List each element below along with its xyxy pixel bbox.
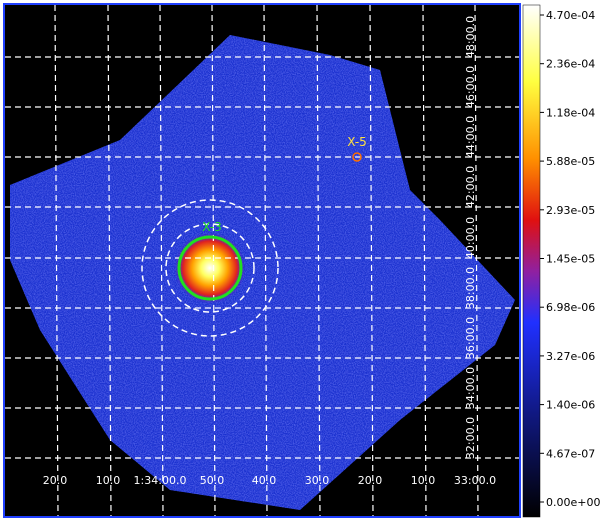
y-coord-label: 36:00.0: [464, 317, 477, 359]
x-coord-label: 10.0: [411, 474, 436, 487]
source-label: X-5: [347, 135, 367, 149]
source-label: X-3: [202, 220, 222, 234]
colorbar-label: 1.40e-06: [546, 399, 595, 412]
colorbar-label: 0.00e+00: [546, 496, 600, 509]
x-coord-label: 33:00.0: [454, 474, 496, 487]
colorbar-label: 1.45e-05: [546, 253, 595, 266]
colorbar-label: 4.67e-07: [546, 447, 595, 460]
colorbar: [523, 5, 540, 517]
y-coord-label: 44:00.0: [464, 116, 477, 158]
x-coord-label: 50.0: [200, 474, 225, 487]
y-coord-label: 38:00.0: [464, 267, 477, 309]
bright-source: [174, 232, 246, 304]
x-coord-label: 20.0: [43, 474, 68, 487]
x-coord-label: 40.0: [252, 474, 277, 487]
colorbar-ticks: 4.70e-04 2.36e-04 1.18e-04 5.88e-05 2.93e-05…: [540, 9, 600, 509]
colorbar-label: 6.98e-06: [546, 301, 595, 314]
colorbar-label: 2.36e-04: [546, 58, 595, 71]
colorbar-label: 3.27e-06: [546, 350, 595, 363]
viewer: 20.0 10.0 1:34:00.0 50.0 40.0 30.0 20.0 10.0 33:…: [0, 0, 603, 523]
colorbar-label: 2.93e-05: [546, 204, 595, 217]
colorbar-label: 4.70e-04: [546, 9, 595, 22]
y-coord-label: 34:00.0: [464, 367, 477, 409]
y-coord-label: 42:00.0: [464, 166, 477, 208]
colorbar-label: 1.18e-04: [546, 106, 595, 119]
y-coord-label: 32:00.0: [464, 417, 477, 459]
x-coord-label: 30.0: [305, 474, 330, 487]
colorbar-label: 5.88e-05: [546, 155, 595, 168]
y-coord-label: 40:00.0: [464, 217, 477, 259]
x-coord-label: 1:34:00.0: [134, 474, 187, 487]
x-coord-label: 20.0: [358, 474, 383, 487]
y-coord-label: 46:00.0: [464, 66, 477, 108]
x-coord-label: 10.0: [96, 474, 121, 487]
y-coord-label: 48:00.0: [464, 16, 477, 58]
